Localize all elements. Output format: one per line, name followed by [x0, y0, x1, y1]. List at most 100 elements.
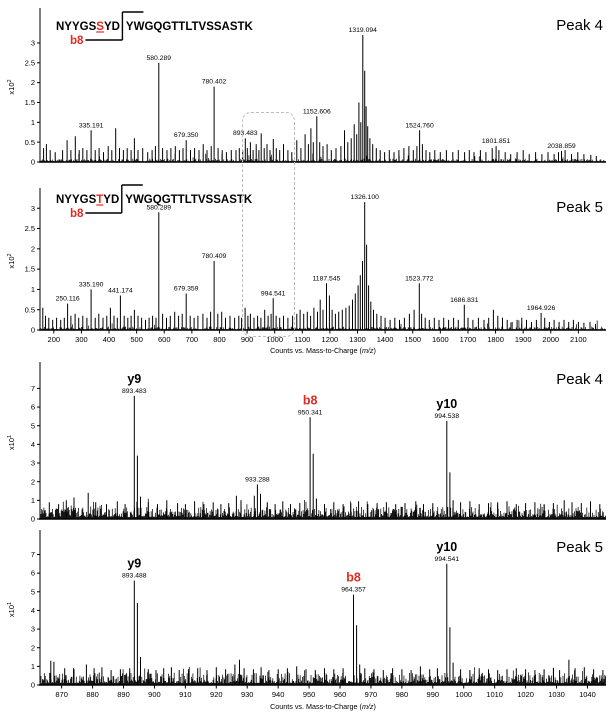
svg-text:6: 6	[31, 403, 35, 412]
svg-text:1500: 1500	[404, 335, 421, 344]
svg-text:335.190: 335.190	[79, 281, 104, 288]
svg-text:NYYGS: NYYGS	[56, 194, 97, 206]
svg-text:x102: x102	[7, 79, 16, 94]
svg-text:1524.760: 1524.760	[405, 122, 434, 129]
svg-text:4: 4	[31, 606, 35, 615]
svg-text:780.409: 780.409	[202, 253, 227, 260]
svg-text:2: 2	[31, 477, 35, 486]
spectrum-panel-peak4-zoom: 0 1 2 3 4 5 6 7 x101 893.483 y9 933.288 950.341 b8 994…	[7, 362, 606, 522]
svg-text:NYYGS: NYYGS	[56, 21, 97, 33]
svg-text:1020: 1020	[517, 690, 534, 699]
svg-text:400: 400	[103, 335, 116, 344]
svg-text:1040: 1040	[579, 690, 596, 699]
svg-text:441.174: 441.174	[108, 288, 133, 295]
svg-text:893.488: 893.488	[122, 573, 147, 580]
svg-text:893.483: 893.483	[233, 130, 258, 137]
svg-text:1.5: 1.5	[25, 265, 35, 274]
svg-text:0: 0	[31, 515, 35, 522]
svg-text:1900: 1900	[515, 335, 532, 344]
svg-text:0: 0	[31, 326, 35, 335]
svg-text:970: 970	[365, 690, 378, 699]
svg-text:679.350: 679.350	[174, 132, 199, 139]
svg-text:2.5: 2.5	[25, 58, 35, 67]
svg-text:0.5: 0.5	[25, 138, 35, 147]
svg-text:250.116: 250.116	[56, 296, 80, 303]
svg-text:960: 960	[334, 690, 347, 699]
svg-text:1100: 1100	[294, 335, 310, 344]
svg-text:950.341: 950.341	[298, 409, 323, 416]
svg-text:1801.851: 1801.851	[482, 138, 511, 145]
svg-text:1.5: 1.5	[25, 98, 35, 107]
svg-text:964.357: 964.357	[341, 587, 366, 594]
svg-text:2038.859: 2038.859	[547, 143, 576, 150]
svg-text:0.5: 0.5	[25, 305, 35, 314]
svg-text:1319.094: 1319.094	[349, 27, 378, 34]
svg-text:580.289: 580.289	[147, 204, 172, 211]
svg-text:994.541: 994.541	[435, 556, 460, 563]
svg-text:200: 200	[48, 335, 61, 344]
spectrum-panel-peak5-zoom: 0 1 2 3 4 5 6 7 x101 870 880 890 900 910 920 930 940 950 9…	[7, 530, 606, 711]
svg-text:1: 1	[31, 118, 35, 127]
svg-text:1000: 1000	[266, 335, 283, 344]
svg-text:YWGQGTTLTVSSASTK: YWGQGTTLTVSSASTK	[126, 21, 254, 33]
svg-text:x101: x101	[7, 602, 16, 617]
svg-text:1700: 1700	[460, 335, 477, 344]
svg-text:3: 3	[31, 625, 35, 634]
svg-text:1300: 1300	[349, 335, 366, 344]
svg-text:x101: x101	[7, 435, 16, 450]
svg-text:3: 3	[31, 204, 35, 213]
svg-text:2.5: 2.5	[25, 224, 35, 233]
svg-text:4: 4	[31, 440, 35, 449]
svg-text:Peak 4: Peak 4	[556, 17, 603, 34]
svg-text:900: 900	[148, 690, 161, 699]
svg-text:1686.831: 1686.831	[450, 297, 479, 304]
svg-text:T: T	[96, 194, 103, 206]
svg-text:Counts vs. Mass-to-Charge (m/z: Counts vs. Mass-to-Charge (m/z)	[270, 346, 376, 355]
svg-text:3: 3	[31, 39, 35, 48]
svg-text:b8: b8	[346, 571, 361, 585]
svg-text:500: 500	[130, 335, 143, 344]
svg-text:920: 920	[210, 690, 223, 699]
svg-text:2: 2	[31, 643, 35, 652]
svg-text:870: 870	[55, 690, 68, 699]
svg-text:y10: y10	[436, 397, 457, 411]
svg-text:1600: 1600	[432, 335, 449, 344]
svg-text:930: 930	[241, 690, 254, 699]
svg-text:900: 900	[241, 335, 254, 344]
svg-text:x102: x102	[7, 253, 16, 268]
svg-text:933.288: 933.288	[245, 476, 270, 483]
svg-text:890: 890	[117, 690, 130, 699]
svg-text:1964.926: 1964.926	[527, 305, 556, 312]
svg-text:1400: 1400	[377, 335, 394, 344]
svg-text:1326.100: 1326.100	[351, 194, 380, 201]
svg-text:Counts vs. Mass-to-Charge (m/z: Counts vs. Mass-to-Charge (m/z)	[270, 702, 376, 711]
svg-text:YD: YD	[104, 21, 120, 33]
svg-text:950: 950	[303, 690, 316, 699]
svg-text:980: 980	[396, 690, 409, 699]
svg-text:800: 800	[213, 335, 226, 344]
svg-text:Peak 5: Peak 5	[556, 539, 603, 556]
svg-text:1: 1	[31, 496, 35, 505]
svg-text:1030: 1030	[548, 690, 565, 699]
svg-text:1800: 1800	[487, 335, 504, 344]
svg-text:2: 2	[31, 78, 35, 87]
svg-text:1000: 1000	[455, 690, 472, 699]
svg-text:S: S	[96, 21, 104, 33]
svg-text:1010: 1010	[486, 690, 503, 699]
svg-text:700: 700	[186, 335, 199, 344]
spectrum-panel-peak5-full: 0 0.5 1 1.5 2 2.5 3 x102 200 300 400 500 600 700 800 90…	[7, 184, 606, 355]
svg-text:YWGQGTTLTVSSASTK: YWGQGTTLTVSSASTK	[125, 194, 253, 206]
spectrum-panel-peak4-full: 0 0.5 1 1.5 2 2.5 3 x102 335.191 580.289 679.350 78…	[7, 8, 606, 167]
svg-text:6: 6	[31, 569, 35, 578]
svg-text:994.541: 994.541	[261, 290, 286, 297]
svg-text:b8: b8	[70, 35, 84, 47]
svg-text:1523.772: 1523.772	[405, 275, 434, 282]
svg-text:0: 0	[31, 681, 35, 690]
svg-text:0: 0	[31, 158, 35, 167]
svg-text:5: 5	[31, 421, 35, 430]
svg-text:1152.606: 1152.606	[303, 108, 331, 115]
svg-text:y10: y10	[436, 540, 457, 554]
svg-text:893.483: 893.483	[122, 388, 147, 395]
svg-text:1: 1	[31, 285, 35, 294]
svg-text:300: 300	[75, 335, 88, 344]
